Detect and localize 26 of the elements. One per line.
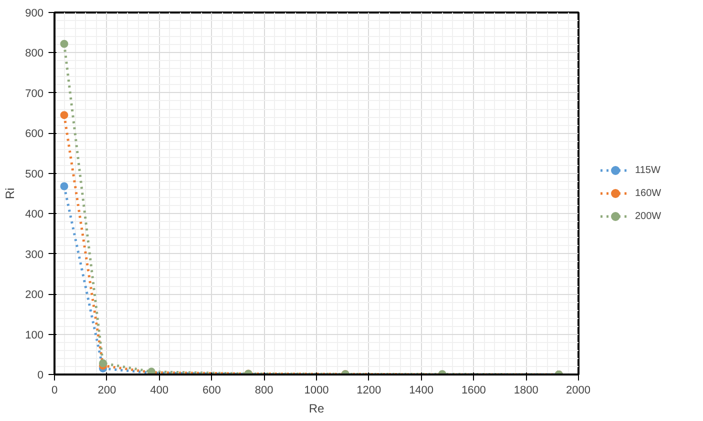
y-tick-label: 0	[37, 370, 44, 382]
y-tick-label: 300	[25, 248, 44, 261]
x-tick-label: 0	[51, 384, 58, 396]
x-tick-label: 1400	[409, 384, 434, 396]
x-tick-label: 1200	[356, 384, 382, 396]
legend-label: 200W	[635, 210, 662, 222]
x-tick-label: 600	[202, 384, 221, 396]
legend-label: 115W	[635, 164, 660, 176]
x-tick-label: 200	[98, 384, 116, 396]
x-tick-label: 800	[254, 384, 274, 396]
x-tick-label: 1800	[514, 384, 538, 396]
y-tick-label: 100	[25, 329, 44, 342]
y-tick-label: 400	[25, 208, 44, 221]
y-tick-label: 800	[25, 48, 44, 60]
y-axis-title: Ri	[3, 188, 18, 200]
y-tick-label: 200	[25, 289, 44, 302]
x-tick-label: 1000	[304, 384, 329, 396]
x-tick-label: 400	[150, 384, 168, 396]
y-tick-label: 700	[25, 88, 44, 100]
y-tick-label: 500	[25, 168, 44, 180]
y-tick-label: 900	[25, 8, 44, 20]
x-tick-label: 1600	[461, 384, 486, 396]
y-tick-label: 600	[25, 128, 44, 140]
x-tick-label: 2000	[566, 384, 591, 396]
legend-label: 160W	[635, 188, 662, 198]
x-axis-title: Re	[308, 402, 324, 416]
